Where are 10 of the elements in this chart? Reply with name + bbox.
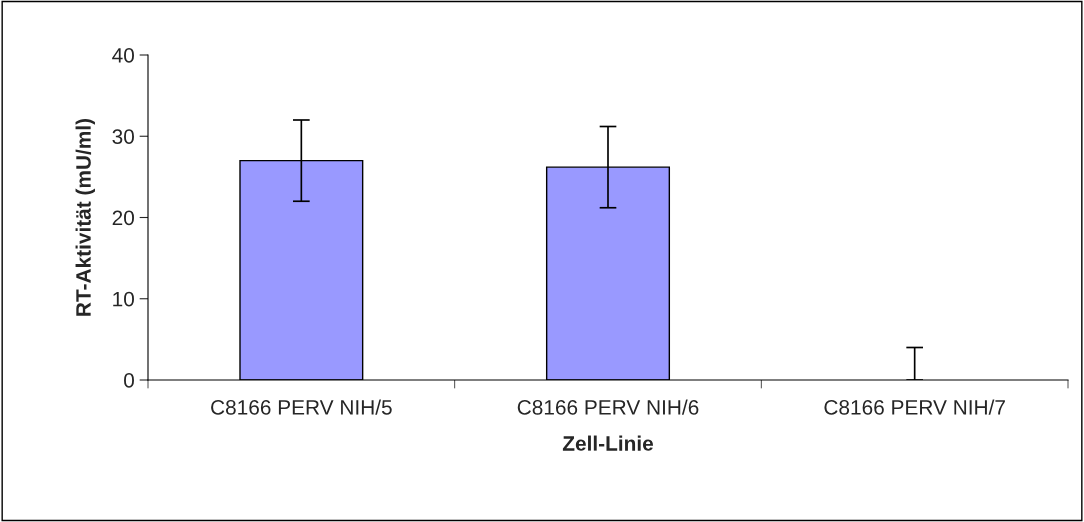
y-tick-label: 30	[112, 129, 134, 144]
y-tick-label: 20	[112, 210, 134, 226]
x-tick-label: C8166 PERV NIH/5	[211, 399, 392, 415]
y-tick-label: 10	[113, 291, 134, 307]
y-axis-title: RT-Aktivität (mU/ml)	[75, 118, 95, 316]
x-axis-title: Zell-Linie	[562, 435, 654, 451]
x-tick-label: C8166 PERV NIH/6	[517, 399, 699, 415]
x-tick-label: C8166 PERV NIH/7	[824, 399, 1005, 415]
y-tick-label: 0	[124, 373, 134, 388]
y-tick-label: 40	[112, 48, 134, 63]
